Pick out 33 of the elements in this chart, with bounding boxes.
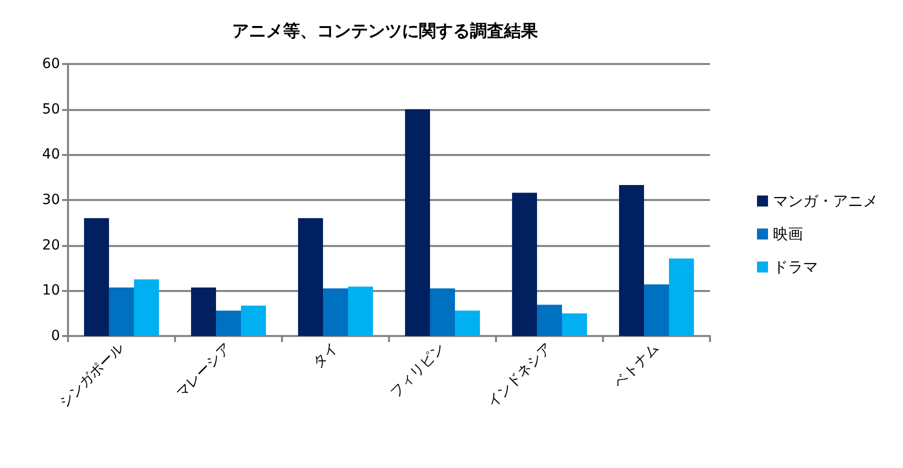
legend-label: 映画: [773, 225, 803, 243]
bar: [216, 310, 241, 336]
bar: [619, 185, 644, 336]
bar: [562, 313, 587, 336]
y-tick-label: 30: [42, 192, 60, 208]
y-tick-label: 10: [42, 282, 60, 299]
bar: [668, 258, 694, 336]
bar: [430, 288, 455, 336]
x-tick-label: ベトナム: [611, 340, 662, 392]
y-tick-label: 60: [42, 56, 60, 72]
y-tick-label: 20: [42, 237, 60, 254]
bar: [323, 288, 348, 336]
x-tick-label: マレーシア: [173, 340, 234, 402]
bar: [537, 304, 562, 336]
x-tick-label: タイ: [310, 340, 342, 372]
x-tick-label: インドネシア: [484, 340, 556, 412]
bar: [644, 284, 669, 336]
bar: [298, 218, 324, 336]
bar: [454, 310, 480, 336]
bar: [84, 218, 110, 336]
legend-label: ドラマ: [773, 258, 818, 276]
bar: [191, 287, 216, 336]
bar: [405, 109, 430, 336]
chart-title: アニメ等、コンテンツに関する調査結果: [232, 22, 539, 42]
legend-label: マンガ・アニメ: [773, 192, 878, 210]
bar: [134, 279, 159, 336]
bar: [109, 287, 134, 336]
y-tick-label: 40: [42, 146, 60, 163]
x-tick-label: フィリピン: [387, 340, 448, 402]
y-tick-label: 50: [42, 101, 60, 118]
bar: [512, 192, 538, 336]
bar: [240, 306, 266, 336]
bar: [348, 286, 373, 336]
